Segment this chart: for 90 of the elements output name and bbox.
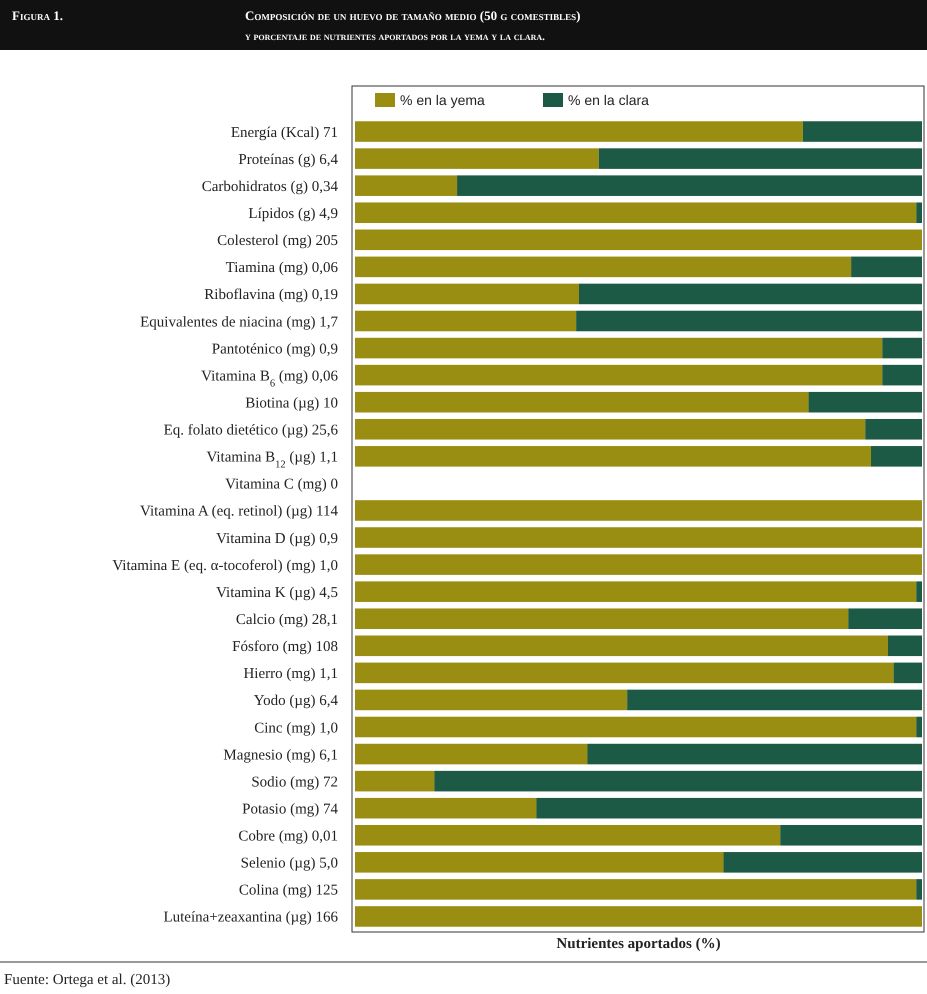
chart-title: Composición de un huevo de tamaño medio (50 g comestibles) <box>245 8 580 23</box>
y-tick-label: Eq. folato dietético (µg) 25,6 <box>164 422 338 439</box>
bar <box>355 418 866 440</box>
bar <box>578 284 922 304</box>
y-tick-label: Energía (Kcal) 71 <box>230 124 338 141</box>
bar <box>627 690 922 710</box>
bar <box>882 338 922 358</box>
bar <box>882 364 922 386</box>
bar <box>724 852 922 873</box>
bar <box>355 338 882 358</box>
bar <box>587 744 922 764</box>
bar <box>802 121 922 142</box>
bar <box>355 175 458 196</box>
y-tick-label: Calcio (mg) 28,1 <box>236 612 338 628</box>
legend-label: % en la clara <box>568 92 650 108</box>
bar <box>355 310 576 332</box>
bar <box>894 662 922 684</box>
y-tick-label: Vitamina D (µg) 0,9 <box>216 530 338 547</box>
y-tick-label: Cinc (mg) 1,0 <box>254 720 338 736</box>
x-axis-title: Nutrientes aportados (%) <box>556 936 721 952</box>
bar <box>355 770 434 792</box>
bar <box>355 852 724 873</box>
bar <box>355 527 922 548</box>
y-tick-label: Cobre (mg) 0,01 <box>238 828 338 845</box>
bar <box>576 310 922 332</box>
y-tick-label: Sodio (mg) 72 <box>251 774 338 790</box>
y-tick-label: Luteína+zeaxantina (µg) 166 <box>163 910 338 926</box>
bar <box>916 581 922 602</box>
bar <box>355 716 916 738</box>
bar <box>355 554 922 575</box>
y-tick-label: Vitamina E (eq. α-tocoferol) (mg) 1,0 <box>112 558 338 574</box>
bar <box>355 392 809 412</box>
y-tick-label: Tiamina (mg) 0,06 <box>226 260 338 276</box>
bar <box>916 716 922 738</box>
y-tick-label: Carbohidratos (g) 0,34 <box>202 178 338 195</box>
bar <box>355 148 599 169</box>
y-tick-label: Vitamina B$_{6}$ (mg) 0,06 <box>201 368 338 389</box>
y-tick-label: Fósforo (mg) 108 <box>232 639 338 656</box>
y-tick-label: Vitamina K (µg) 4,5 <box>216 584 338 601</box>
bar <box>355 824 780 846</box>
y-tick-label: Hierro (mg) 1,1 <box>243 666 338 682</box>
bar <box>808 392 922 412</box>
y-tick-label: Biotina (µg) 10 <box>245 395 338 412</box>
bar <box>355 284 579 304</box>
bar <box>598 148 922 169</box>
bar <box>848 608 922 630</box>
y-tick-label: Pantoténico (mg) 0,9 <box>212 341 338 358</box>
y-tick-label: Proteínas (g) 6,4 <box>238 152 338 168</box>
bar <box>355 690 628 710</box>
source-note: Fuente: Ortega et al. (2013) <box>4 972 170 988</box>
y-tick-label: Colina (mg) 125 <box>238 882 338 899</box>
y-tick-label: Vitamina A (eq. retinol) (µg) 114 <box>140 504 338 520</box>
bar <box>355 230 922 250</box>
bar <box>355 256 852 278</box>
y-tick-label: Equivalentes de niacina (mg) 1,7 <box>140 314 338 330</box>
bar <box>916 879 922 900</box>
bar <box>355 500 922 521</box>
bar <box>780 824 922 846</box>
bar <box>355 608 848 630</box>
bar <box>355 906 922 927</box>
bar <box>355 364 882 386</box>
y-tick-label: Colesterol (mg) 205 <box>217 233 338 250</box>
bar <box>355 121 803 142</box>
bar <box>355 202 916 224</box>
bar <box>355 581 916 602</box>
bar <box>865 418 922 440</box>
bar <box>355 798 536 818</box>
bar <box>870 446 922 467</box>
text: Figura 1. <box>12 8 63 23</box>
y-tick-label: Vitamina C (mg) 0 <box>225 476 338 493</box>
y-tick-label: Lípidos (g) 4,9 <box>248 206 338 222</box>
bar <box>355 744 588 764</box>
bar <box>536 798 922 818</box>
bar <box>888 636 922 656</box>
y-tick-label: Riboflavina (mg) 0,19 <box>204 287 338 304</box>
bar <box>434 770 922 792</box>
bar <box>355 879 916 900</box>
bar <box>355 662 894 684</box>
bar <box>355 636 888 656</box>
chart-subtitle: y porcentaje de nutrientes aportados por la yema y la clara. <box>245 31 546 43</box>
bar <box>916 202 922 224</box>
y-tick-label: Selenio (µg) 5,0 <box>240 856 338 872</box>
y-tick-label: Yodo (µg) 6,4 <box>254 693 338 710</box>
bar <box>457 175 922 196</box>
y-tick-label: Vitamina B$_{12}$ (µg) 1,1 <box>206 450 338 470</box>
bar <box>851 256 922 278</box>
bar <box>355 446 871 467</box>
y-tick-label: Potasio (mg) 74 <box>242 801 338 818</box>
y-tick-label: Magnesio (mg) 6,1 <box>223 747 338 764</box>
legend-label: % en la yema <box>400 92 486 108</box>
